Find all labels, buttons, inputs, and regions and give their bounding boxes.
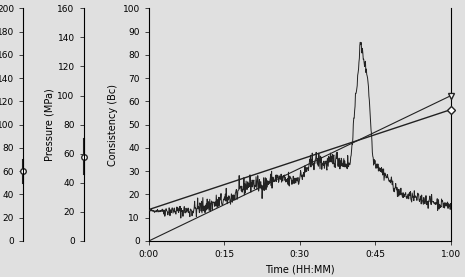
Y-axis label: Pressure (MPa): Pressure (MPa)	[45, 88, 55, 161]
X-axis label: Time (HH:MM): Time (HH:MM)	[265, 265, 335, 275]
Y-axis label: Consistency (Bc): Consistency (Bc)	[108, 84, 119, 166]
